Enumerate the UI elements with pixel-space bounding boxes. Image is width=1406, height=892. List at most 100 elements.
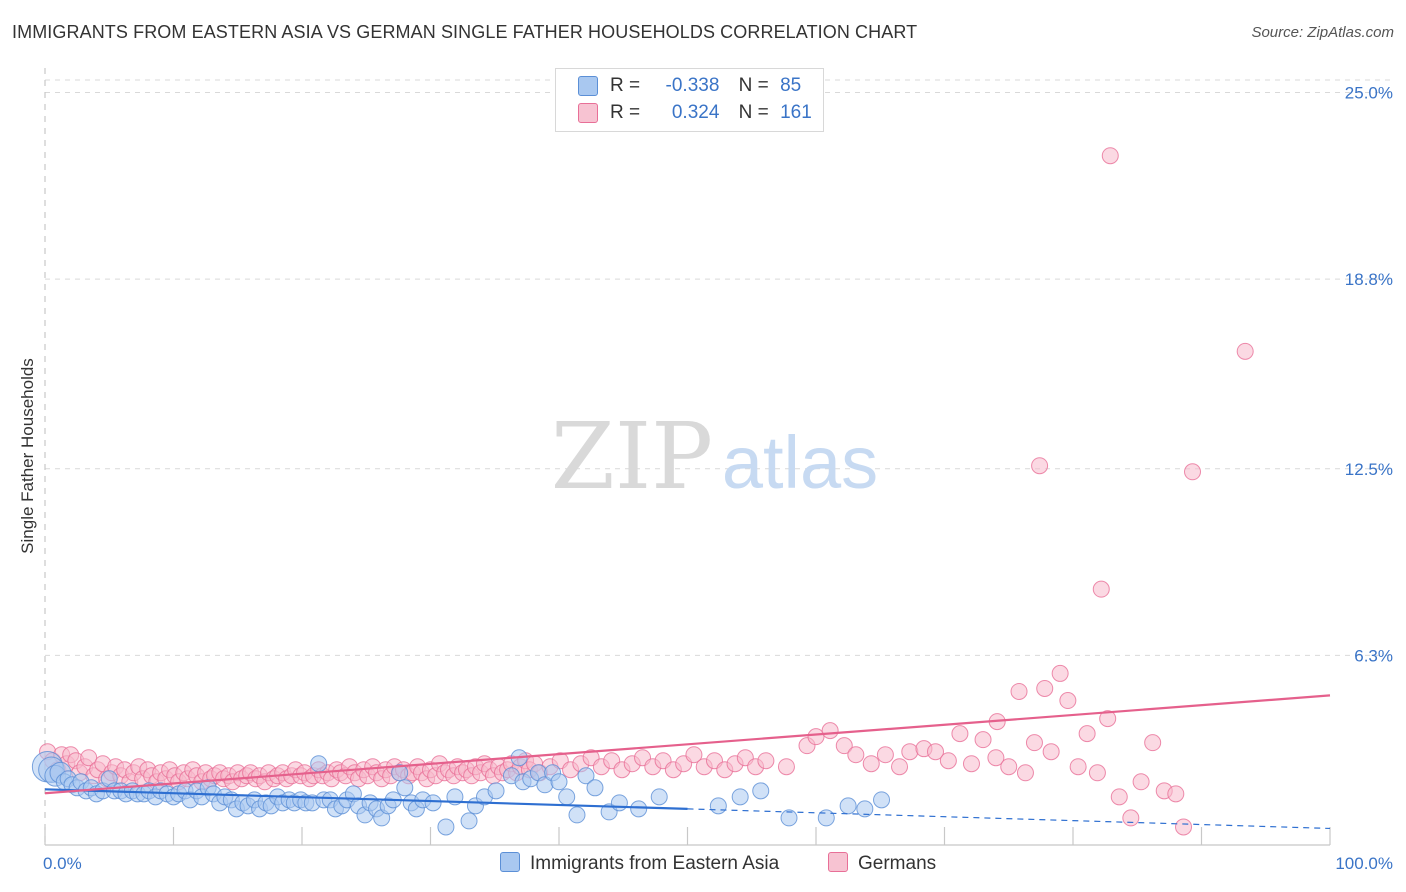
point-germans: [927, 743, 945, 761]
point-germans: [951, 725, 969, 743]
point-eastern-asia: [460, 812, 478, 830]
point-germans: [1031, 457, 1049, 475]
axes: [44, 68, 1331, 846]
correlation-legend: R = -0.338 N = 85 R = 0.324 N = 161: [555, 68, 824, 132]
point-eastern-asia: [487, 782, 505, 800]
pink-swatch-icon: [578, 102, 598, 123]
point-germans: [1092, 580, 1110, 598]
tick-labels: 6.3% 12.5% 18.8% 25.0% 0.0% 100.0%: [43, 84, 1393, 874]
y-tick-label: 6.3%: [1354, 646, 1393, 665]
legend-item-eastern-asia: Immigrants from Eastern Asia: [500, 852, 779, 875]
point-germans: [1000, 758, 1018, 776]
point-germans: [1144, 734, 1162, 752]
point-germans: [1078, 725, 1096, 743]
point-germans: [962, 755, 980, 773]
legend-row-eastern-asia: R = -0.338 N = 85: [578, 75, 801, 99]
point-eastern-asia: [839, 797, 857, 815]
point-germans: [1101, 147, 1119, 165]
point-germans: [807, 728, 825, 746]
point-eastern-asia: [558, 788, 576, 806]
point-germans: [876, 746, 894, 764]
point-germans: [1025, 734, 1043, 752]
chart-source: Source: ZipAtlas.com: [1251, 24, 1394, 41]
point-germans: [901, 743, 919, 761]
point-germans: [939, 752, 957, 770]
legend-r-label: R =: [610, 75, 641, 96]
point-eastern-asia: [437, 818, 455, 836]
point-eastern-asia: [568, 806, 586, 824]
point-eastern-asia: [873, 791, 891, 809]
x-tick-label: 0.0%: [43, 854, 82, 873]
point-eastern-asia: [424, 794, 442, 812]
legend-r-value: 0.324: [671, 102, 720, 123]
legend-n-value: 85: [780, 75, 802, 96]
point-germans: [1051, 664, 1069, 682]
point-eastern-asia: [396, 779, 414, 797]
legend-r-label: R =: [610, 102, 641, 123]
point-germans: [1042, 743, 1060, 761]
point-germans: [757, 752, 775, 770]
point-germans: [987, 749, 1005, 767]
point-eastern-asia: [610, 794, 628, 812]
y-axis-label: Single Father Households: [18, 358, 37, 554]
point-eastern-asia: [391, 764, 409, 782]
point-germans: [1122, 809, 1140, 827]
pink-swatch-icon: [828, 852, 848, 872]
point-eastern-asia: [650, 788, 668, 806]
point-germans: [1167, 785, 1185, 803]
blue-swatch-icon: [578, 75, 598, 96]
point-germans: [1036, 679, 1054, 697]
trend-line-eastern-asia: [44, 788, 688, 810]
point-germans: [685, 746, 703, 764]
point-germans: [1236, 342, 1254, 360]
trend-line-germans: [44, 694, 1331, 795]
watermark-atlas: atlas: [722, 421, 878, 504]
legend-row-germans: R = 0.324 N = 161: [578, 102, 812, 126]
point-germans: [862, 755, 880, 773]
point-eastern-asia: [577, 767, 595, 785]
point-germans: [821, 722, 839, 740]
point-germans: [974, 731, 992, 749]
legend-item-germans: Germans: [828, 852, 936, 875]
point-germans: [891, 758, 909, 776]
point-germans: [1016, 764, 1034, 782]
trend-lines: [44, 694, 1331, 830]
point-eastern-asia: [752, 782, 770, 800]
point-germans: [777, 758, 795, 776]
data-points: [31, 147, 1254, 836]
watermark: ZIP atlas: [551, 403, 878, 510]
legend-n-label: N =: [738, 75, 769, 96]
point-eastern-asia: [709, 797, 727, 815]
point-eastern-asia: [731, 788, 749, 806]
point-eastern-asia: [780, 809, 798, 827]
legend-label: Germans: [858, 853, 937, 874]
point-germans: [1175, 818, 1193, 836]
point-germans: [1088, 764, 1106, 782]
point-germans: [1069, 758, 1087, 776]
legend-r-value: -0.338: [665, 75, 720, 96]
point-germans: [1099, 710, 1117, 728]
point-eastern-asia: [586, 779, 604, 797]
x-tick-label: 100.0%: [1335, 854, 1393, 873]
legend-n-value: 161: [780, 102, 812, 123]
legend-label: Immigrants from Eastern Asia: [530, 853, 780, 874]
point-germans: [1110, 788, 1128, 806]
point-germans: [1010, 682, 1028, 700]
y-tick-label: 18.8%: [1345, 270, 1393, 289]
point-eastern-asia: [856, 800, 874, 818]
point-eastern-asia: [630, 800, 648, 818]
point-germans: [835, 737, 853, 755]
trend-line-eastern-asia-extrapolated: [687, 808, 1331, 830]
point-germans: [1059, 692, 1077, 710]
y-tick-label: 25.0%: [1345, 84, 1393, 103]
point-germans: [1132, 773, 1150, 791]
point-eastern-asia: [550, 773, 568, 791]
point-germans: [847, 746, 865, 764]
blue-swatch-icon: [500, 852, 520, 872]
point-eastern-asia: [817, 809, 835, 827]
y-tick-label: 12.5%: [1345, 460, 1393, 479]
legend-n-label: N =: [738, 102, 769, 123]
point-germans: [80, 749, 98, 767]
point-eastern-asia: [310, 755, 328, 773]
